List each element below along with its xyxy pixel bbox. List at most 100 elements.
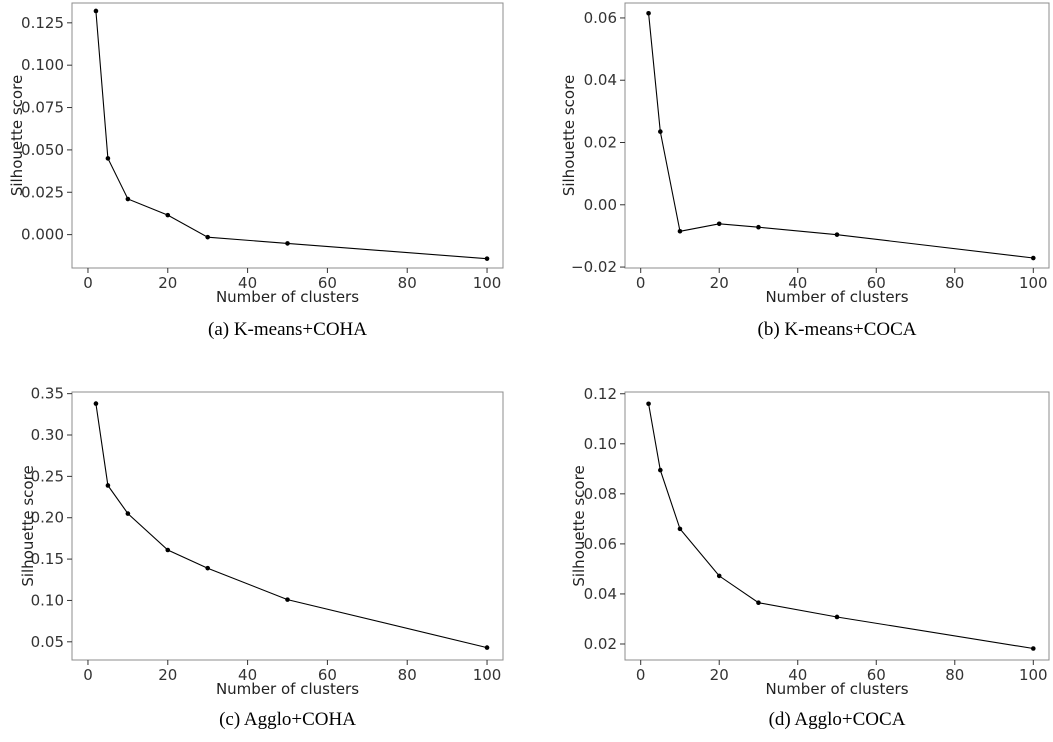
y-tick-label: 0.125 [21,14,64,32]
chart-panel-3: 0 20 40 60 80 100 0.05 0.10 0.15 0.20 0.25 0.30 0.35… [19,385,504,730]
y-tick-label: −0.02 [571,258,617,276]
data-point [205,234,210,240]
data-point [658,467,663,473]
y-tick-label: 0.02 [584,134,617,152]
y-axis-label: Silhouette score [8,75,26,196]
y-tick-label: 0.06 [584,9,617,27]
y-tick-label: 0.04 [584,71,617,89]
x-tick-label: 80 [398,274,417,292]
data-point [834,232,840,237]
figure-caption: (a) K-means+COHA [208,319,367,340]
series-line [648,13,1034,259]
x-tick-label: 80 [945,274,964,292]
y-tick-label: 0.12 [584,385,617,403]
y-tick-label: 0.10 [31,591,64,609]
data-point [756,224,761,230]
data-point [677,228,683,234]
y-tick-label: 0.08 [584,485,617,503]
y-tick-label: 0.100 [21,56,64,74]
data-point [834,614,840,620]
y-tick-label: 0.35 [31,385,64,403]
x-tick-label: 60 [318,666,337,684]
x-tick-label: 40 [788,666,807,684]
data-point [125,511,131,516]
y-tick-label: 0.000 [21,226,64,244]
chart-panel-1: 0 20 40 60 80 100 0.000 0.025 0.050 0.075 0.100 0.1… [8,2,504,340]
chart-panel-4: 0 20 40 60 80 100 0.02 0.04 0.06 0.08 0.10 0.12 Numb… [570,385,1050,730]
x-axis-label: Number of clusters [765,288,908,306]
data-point [658,129,663,134]
data-point [677,526,683,532]
x-tick-label: 0 [636,666,646,684]
data-point [484,645,490,650]
chart-panel-2: 0 20 40 60 80 100 −0.02 0.00 0.02 0.04 0.06 Number … [560,2,1050,340]
data-point [105,483,111,488]
data-point [646,401,651,407]
x-tick-label: 20 [158,666,177,684]
y-axis-label: Silhouette score [19,465,37,586]
y-tick-label: 0.25 [31,467,64,485]
figure-caption: (b) K-means+COCA [758,319,917,340]
y-tick-label: 0.10 [584,435,617,453]
y-tick-label: 0.02 [584,635,617,653]
y-tick-label: 0.04 [584,585,617,603]
x-tick-label: 80 [945,666,964,684]
plot-frame [71,391,504,661]
data-point [285,597,290,602]
data-point [484,256,490,261]
x-tick-label: 60 [318,274,337,292]
x-tick-label: 0 [83,666,93,684]
data-point [1030,646,1036,651]
y-tick-label: 0.00 [584,196,617,214]
data-point [105,156,111,161]
data-point [93,401,99,406]
data-point [756,600,761,605]
x-axis-label: Number of clusters [216,288,359,306]
data-point [165,547,171,553]
data-point [1030,255,1036,261]
data-point [165,212,171,218]
x-tick-label: 0 [636,274,646,292]
y-tick-label: 0.025 [21,183,64,201]
y-tick-label: 0.06 [584,535,617,553]
plot-frame [624,391,1050,661]
y-tick-label: 0.05 [31,633,64,651]
y-tick-label: 0.075 [21,99,64,117]
y-tick-label: 0.15 [31,550,64,568]
x-tick-label: 40 [238,274,257,292]
data-point [716,573,722,579]
y-tick-label: 0.30 [31,426,64,444]
x-tick-label: 0 [83,274,93,292]
data-point [205,565,210,571]
x-tick-label: 40 [238,666,257,684]
figure-caption: (d) Agglo+COCA [769,709,906,730]
x-axis-label: Number of clusters [216,680,359,698]
x-tick-label: 60 [867,274,886,292]
x-tick-label: 100 [473,666,502,684]
data-point [125,196,131,202]
x-tick-label: 20 [710,666,729,684]
x-tick-label: 100 [473,274,502,292]
y-tick-label: 0.20 [31,509,64,527]
y-axis-label: Silhouette score [570,465,588,586]
x-tick-label: 40 [788,274,807,292]
x-tick-label: 60 [867,666,886,684]
x-tick-label: 100 [1019,274,1048,292]
data-point [716,221,722,227]
x-tick-label: 80 [398,666,417,684]
data-point [93,8,99,14]
plot-frame [71,2,504,269]
series-line [648,403,1034,650]
series-line [95,10,488,260]
series-line [95,403,488,649]
data-point [285,241,290,246]
plot-frame [624,2,1050,269]
data-point [646,10,651,16]
x-tick-label: 100 [1019,666,1048,684]
x-axis-label: Number of clusters [765,680,908,698]
x-tick-label: 20 [158,274,177,292]
y-axis-label: Silhouette score [560,75,578,196]
y-tick-label: 0.050 [21,141,64,159]
figure-caption: (c) Agglo+COHA [219,709,356,730]
